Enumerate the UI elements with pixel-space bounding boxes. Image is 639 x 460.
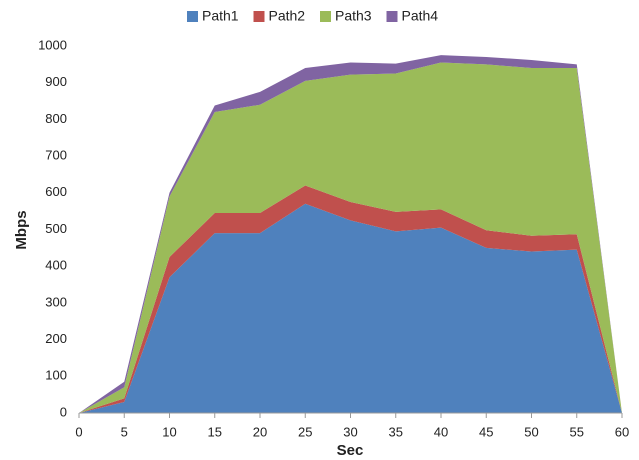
x-tick-label: 40 xyxy=(434,424,448,439)
y-tick-label: 800 xyxy=(45,111,67,126)
x-tick-label: 0 xyxy=(75,424,82,439)
legend-label: Path2 xyxy=(269,8,306,24)
y-tick-label: 900 xyxy=(45,74,67,89)
x-tick-label: 5 xyxy=(121,424,128,439)
x-tick-label: 55 xyxy=(570,424,584,439)
y-axis-title: Mbps xyxy=(13,210,30,249)
area xyxy=(79,62,622,413)
x-tick-label: 60 xyxy=(615,424,629,439)
y-tick-label: 200 xyxy=(45,331,67,346)
legend-swatch xyxy=(320,11,331,22)
y-tick-label: 1000 xyxy=(38,37,67,52)
legend-label: Path1 xyxy=(202,8,239,24)
legend-swatch xyxy=(386,11,398,22)
legend-swatch xyxy=(187,11,198,22)
y-tick-label: 0 xyxy=(60,404,67,419)
area xyxy=(79,185,622,413)
y-tick-label: 500 xyxy=(45,221,67,236)
x-tick-label: 30 xyxy=(343,424,357,439)
y-tick-label: 100 xyxy=(45,368,67,383)
x-axis-title: Sec xyxy=(337,442,364,459)
legend-label: Path3 xyxy=(335,8,372,24)
x-tick-label: 15 xyxy=(208,424,222,439)
legend-label: Path4 xyxy=(402,8,439,24)
y-tick-label: 300 xyxy=(45,294,67,309)
area xyxy=(79,203,622,413)
x-tick-label: 35 xyxy=(389,424,403,439)
y-tick-label: 400 xyxy=(45,258,67,273)
x-tick-label: 45 xyxy=(479,424,493,439)
y-tick-label: 600 xyxy=(45,184,67,199)
legend-swatch xyxy=(253,11,265,22)
x-tick-label: 25 xyxy=(298,424,312,439)
y-tick-label: 700 xyxy=(45,148,67,163)
x-tick-label: 10 xyxy=(162,424,176,439)
x-tick-label: 20 xyxy=(253,424,267,439)
x-tick-label: 50 xyxy=(524,424,538,439)
